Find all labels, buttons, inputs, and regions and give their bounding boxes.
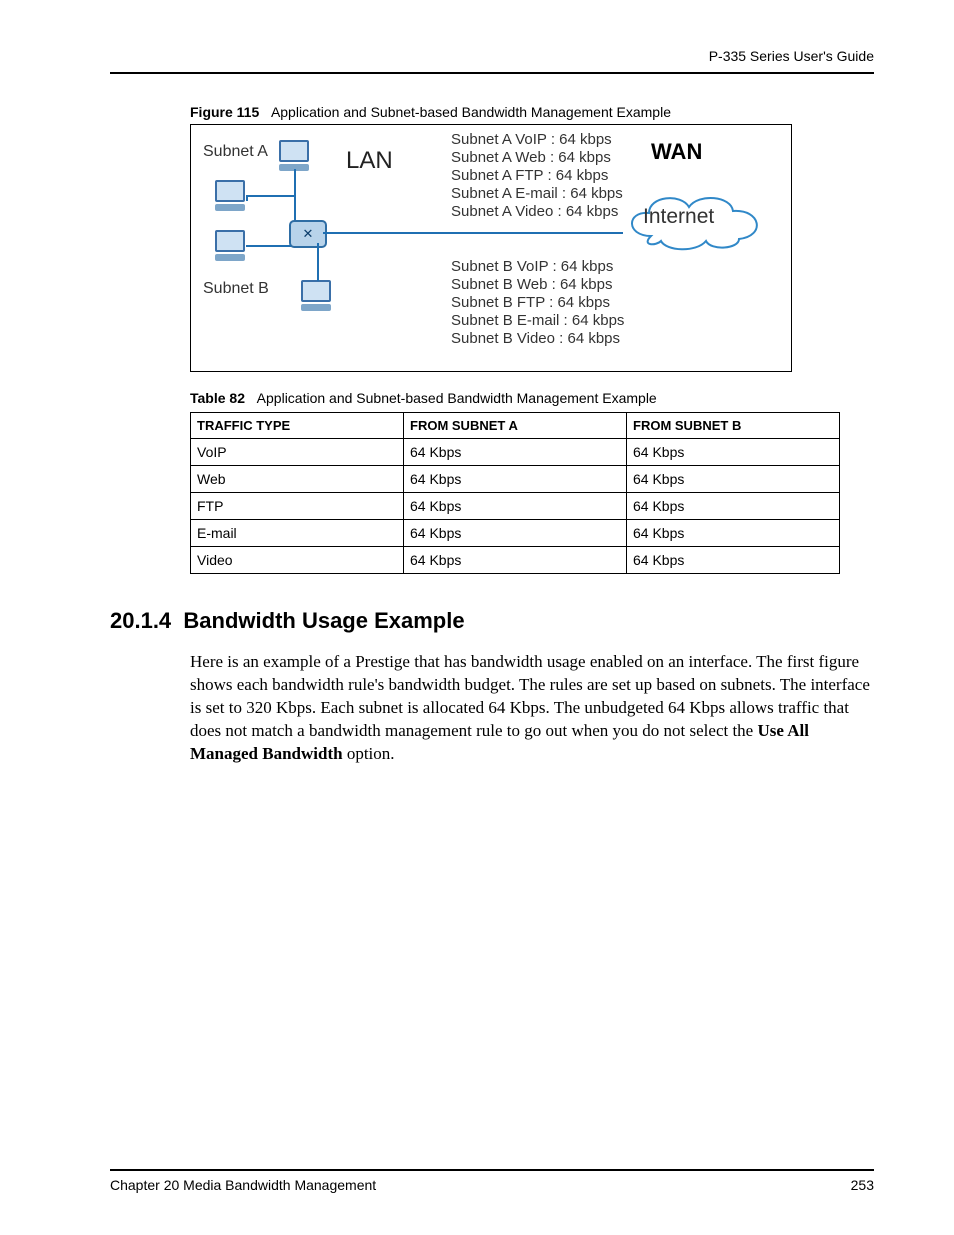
figure-caption-label: Figure 115 <box>190 104 259 120</box>
label-subnet-a: Subnet A <box>203 143 268 161</box>
service-line: Subnet B Web : 64 kbps <box>451 276 624 294</box>
table-caption: Table 82 Application and Subnet-based Ba… <box>190 390 874 406</box>
table-header: TRAFFIC TYPE <box>191 413 404 439</box>
wire <box>246 245 291 247</box>
pc-icon <box>215 230 247 260</box>
label-subnet-b: Subnet B <box>203 280 269 298</box>
table-cell: FTP <box>191 493 404 520</box>
page-footer: Chapter 20 Media Bandwidth Management 25… <box>110 1169 874 1193</box>
table-cell: 64 Kbps <box>627 439 840 466</box>
table-row: VoIP 64 Kbps 64 Kbps <box>191 439 840 466</box>
footer-page-number: 253 <box>851 1177 874 1193</box>
table-header-row: TRAFFIC TYPE FROM SUBNET A FROM SUBNET B <box>191 413 840 439</box>
wire <box>294 169 296 220</box>
table-cell: Video <box>191 547 404 574</box>
wire <box>323 232 623 234</box>
table-cell: Web <box>191 466 404 493</box>
running-header: P-335 Series User's Guide <box>110 48 874 64</box>
section-paragraph: Here is an example of a Prestige that ha… <box>190 651 874 766</box>
wire <box>246 195 248 201</box>
footer-chapter: Chapter 20 Media Bandwidth Management <box>110 1177 376 1193</box>
table-caption-text: Application and Subnet-based Bandwidth M… <box>257 390 657 406</box>
figure-services-a: Subnet A VoIP : 64 kbps Subnet A Web : 6… <box>451 131 623 221</box>
service-line: Subnet B Video : 64 kbps <box>451 330 624 348</box>
wire <box>246 195 294 197</box>
table-cell: 64 Kbps <box>627 547 840 574</box>
service-line: Subnet B VoIP : 64 kbps <box>451 258 624 276</box>
table-cell: E-mail <box>191 520 404 547</box>
table-cell: 64 Kbps <box>404 439 627 466</box>
label-internet: Internet <box>643 205 714 229</box>
table-cell: 64 Kbps <box>627 520 840 547</box>
table-cell: 64 Kbps <box>627 493 840 520</box>
bandwidth-table: TRAFFIC TYPE FROM SUBNET A FROM SUBNET B… <box>190 412 840 574</box>
table-row: FTP 64 Kbps 64 Kbps <box>191 493 840 520</box>
section-number: 20.1.4 <box>110 608 171 633</box>
pc-icon <box>279 140 311 170</box>
table-row: Video 64 Kbps 64 Kbps <box>191 547 840 574</box>
pc-icon <box>301 280 333 310</box>
header-rule <box>110 72 874 74</box>
footer-rule <box>110 1169 874 1171</box>
table-cell: 64 Kbps <box>627 466 840 493</box>
table-cell: 64 Kbps <box>404 547 627 574</box>
switch-icon: ✕ <box>289 220 327 248</box>
wire <box>317 243 319 281</box>
figure-services-b: Subnet B VoIP : 64 kbps Subnet B Web : 6… <box>451 258 624 348</box>
para-text: option. <box>343 744 395 763</box>
table-header: FROM SUBNET A <box>404 413 627 439</box>
table-cell: VoIP <box>191 439 404 466</box>
table-row: E-mail 64 Kbps 64 Kbps <box>191 520 840 547</box>
service-line: Subnet A VoIP : 64 kbps <box>451 131 623 149</box>
section-heading: 20.1.4 Bandwidth Usage Example <box>110 608 874 634</box>
service-line: Subnet B FTP : 64 kbps <box>451 294 624 312</box>
table-cell: 64 Kbps <box>404 493 627 520</box>
table-cell: 64 Kbps <box>404 520 627 547</box>
service-line: Subnet A E-mail : 64 kbps <box>451 185 623 203</box>
figure-diagram: Subnet A LAN WAN Subnet B ✕ Internet Sub… <box>190 124 792 372</box>
table-header: FROM SUBNET B <box>627 413 840 439</box>
service-line: Subnet A Web : 64 kbps <box>451 149 623 167</box>
figure-caption-text: Application and Subnet-based Bandwidth M… <box>271 104 671 120</box>
table-row: Web 64 Kbps 64 Kbps <box>191 466 840 493</box>
label-lan: LAN <box>346 147 393 175</box>
table-cell: 64 Kbps <box>404 466 627 493</box>
pc-icon <box>215 180 247 210</box>
service-line: Subnet B E-mail : 64 kbps <box>451 312 624 330</box>
table-caption-label: Table 82 <box>190 390 245 406</box>
section-title: Bandwidth Usage Example <box>183 608 464 633</box>
service-line: Subnet A FTP : 64 kbps <box>451 167 623 185</box>
label-wan: WAN <box>651 139 702 165</box>
service-line: Subnet A Video : 64 kbps <box>451 203 623 221</box>
figure-caption: Figure 115 Application and Subnet-based … <box>190 104 874 120</box>
